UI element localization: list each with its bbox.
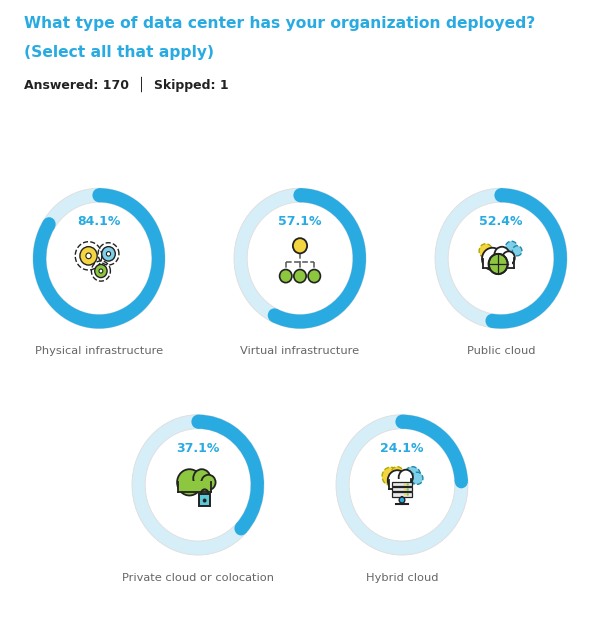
Text: Physical infrastructure: Physical infrastructure (35, 346, 163, 357)
Circle shape (43, 217, 56, 231)
Circle shape (407, 483, 409, 486)
Circle shape (247, 202, 353, 315)
Circle shape (191, 415, 205, 429)
Wedge shape (234, 188, 366, 329)
Wedge shape (33, 188, 165, 329)
Text: Public cloud: Public cloud (467, 346, 535, 357)
Text: 84.1%: 84.1% (77, 216, 121, 228)
Circle shape (280, 269, 292, 283)
Bar (178, 481, 211, 493)
Text: 37.1%: 37.1% (176, 442, 220, 455)
Wedge shape (132, 415, 264, 555)
Text: Virtual infrastructure: Virtual infrastructure (241, 346, 359, 357)
Circle shape (488, 254, 508, 274)
Circle shape (99, 269, 103, 273)
Text: What type of data center has your organization deployed?: What type of data center has your organi… (24, 16, 535, 31)
Circle shape (494, 188, 508, 202)
Circle shape (391, 466, 403, 480)
Circle shape (412, 472, 423, 484)
Circle shape (92, 188, 106, 202)
Circle shape (404, 466, 421, 484)
Circle shape (482, 248, 503, 270)
Circle shape (349, 429, 455, 541)
Text: 24.1%: 24.1% (380, 442, 424, 455)
Circle shape (235, 521, 248, 535)
Bar (392, 487, 412, 491)
Circle shape (80, 247, 97, 265)
Bar (199, 494, 211, 505)
Circle shape (404, 484, 406, 486)
Circle shape (268, 308, 281, 322)
Circle shape (193, 469, 211, 487)
Wedge shape (336, 415, 468, 555)
Circle shape (293, 238, 307, 253)
Circle shape (494, 247, 509, 263)
Circle shape (203, 498, 206, 503)
Circle shape (407, 493, 409, 496)
Bar (392, 492, 412, 496)
Text: 57.1%: 57.1% (278, 216, 322, 228)
Circle shape (404, 493, 406, 496)
Text: Answered: 170  │  Skipped: 1: Answered: 170 │ Skipped: 1 (24, 77, 229, 92)
Text: Private cloud or colocation: Private cloud or colocation (122, 573, 274, 583)
Wedge shape (435, 188, 567, 329)
Wedge shape (33, 188, 165, 329)
Bar (483, 258, 512, 268)
Circle shape (177, 469, 202, 496)
Circle shape (448, 202, 554, 315)
Circle shape (502, 251, 515, 265)
Circle shape (308, 269, 320, 283)
Circle shape (46, 202, 152, 315)
Circle shape (398, 470, 413, 485)
Circle shape (145, 429, 251, 541)
Circle shape (505, 241, 518, 255)
Circle shape (202, 475, 215, 490)
Circle shape (95, 265, 107, 278)
Bar (392, 482, 412, 486)
Wedge shape (272, 188, 366, 329)
Circle shape (479, 244, 493, 258)
Circle shape (399, 497, 405, 503)
Circle shape (293, 188, 307, 202)
Circle shape (485, 314, 499, 328)
Circle shape (388, 470, 407, 491)
Circle shape (106, 251, 110, 256)
Text: (Select all that apply): (Select all that apply) (24, 45, 214, 60)
Text: Hybrid cloud: Hybrid cloud (366, 573, 438, 583)
Circle shape (404, 489, 406, 491)
Circle shape (382, 467, 399, 486)
Circle shape (395, 415, 409, 429)
Wedge shape (491, 188, 567, 329)
Circle shape (407, 488, 409, 491)
Wedge shape (198, 415, 264, 533)
Circle shape (102, 247, 115, 261)
Circle shape (294, 269, 306, 283)
Circle shape (86, 253, 91, 258)
Bar (389, 479, 410, 489)
Circle shape (455, 474, 468, 488)
Wedge shape (402, 415, 468, 482)
Circle shape (512, 246, 522, 256)
Text: 52.4%: 52.4% (479, 216, 523, 228)
